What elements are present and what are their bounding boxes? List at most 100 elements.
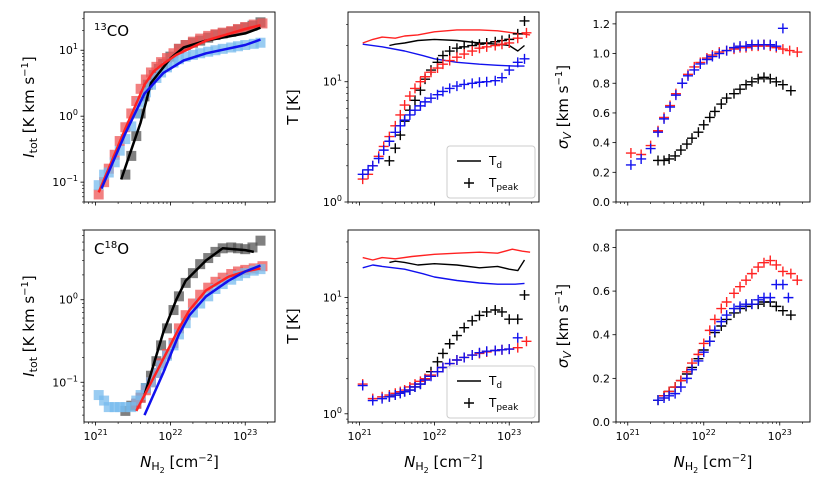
x-label-unit-close: ] — [477, 453, 483, 471]
data-square-red-squares-18 — [195, 33, 206, 44]
data-plus-t-peak-black-1 — [390, 143, 401, 154]
x-axis-label: NH2 [cm−2] — [404, 453, 483, 475]
x-axis: 1021 1022 1023 — [83, 422, 269, 443]
plot-area — [93, 235, 268, 416]
data-square-red-squares-0 — [93, 189, 104, 200]
data-plus-red-20 — [777, 266, 788, 277]
data-plus-blue-5 — [681, 373, 692, 384]
data-square-blue-squares-17 — [187, 49, 198, 60]
data-square-red-squares-21 — [217, 27, 228, 38]
data-plus-blue-21 — [765, 39, 776, 50]
data-plus-t-peak-red-9 — [404, 91, 415, 102]
x-axis-label: NH2 [cm−2] — [674, 453, 753, 475]
data-plus-black-1 — [659, 155, 670, 166]
x-label-exponent: −2 — [732, 453, 747, 464]
series-line-t-d-black — [389, 38, 525, 52]
data-plus-t-peak-blue-21 — [481, 76, 492, 87]
data-plus-t-peak-black-12 — [451, 330, 462, 341]
legend-label: Tpeak — [488, 396, 519, 413]
data-plus-t-peak-blue-22 — [504, 344, 515, 355]
data-plus-blue-23 — [777, 23, 788, 34]
x-label-subscript-2: 2 — [424, 466, 429, 475]
data-square-blue-squares-18 — [195, 48, 206, 59]
data-plus-t-peak-blue-11 — [425, 371, 436, 382]
data-plus-black-22 — [785, 85, 796, 96]
data-plus-black-13 — [729, 88, 740, 99]
series-line-t-d-red — [362, 248, 531, 261]
y-tick-text: 1.0 — [593, 48, 611, 61]
data-plus-blue-19 — [765, 292, 776, 303]
data-plus-blue-0 — [653, 395, 664, 406]
y-tick-exponent: 0 — [73, 292, 78, 301]
y-axis-label: Itot [K km s−1] — [20, 56, 40, 158]
data-plus-t-peak-red-18 — [459, 49, 470, 60]
y-tick-base: 10 — [323, 291, 337, 304]
data-plus-t-peak-black-11 — [444, 338, 455, 349]
data-plus-red-21 — [785, 268, 796, 279]
y-tick-base: 10 — [59, 44, 73, 57]
data-square-blue-squares-16 — [180, 51, 191, 62]
data-plus-t-peak-blue-19 — [467, 78, 478, 89]
y-tick-exponent: 1 — [337, 289, 342, 298]
legend-label-main: T — [488, 396, 497, 410]
series-line-black-fit — [143, 247, 255, 396]
x-tick-base: 10 — [158, 430, 172, 443]
data-plus-black-12 — [721, 93, 732, 104]
data-plus-red-24 — [784, 45, 795, 56]
plot-area — [625, 23, 803, 170]
data-plus-black-7 — [693, 127, 704, 138]
y-tick-label: 10−1 — [52, 174, 78, 189]
data-square-black-squares-0 — [120, 169, 131, 180]
data-plus-black-14 — [735, 84, 746, 95]
data-plus-t-peak-black-19 — [504, 314, 515, 325]
y-label-exponent: −1 — [554, 71, 565, 86]
x-tick-exponent: 21 — [97, 428, 107, 437]
legend-label-sub: peak — [496, 403, 519, 413]
data-plus-t-peak-blue-6 — [390, 127, 401, 138]
data-plus-black-17 — [753, 73, 764, 84]
y-tick-label: 101 — [323, 289, 342, 304]
data-plus-t-peak-blue-13 — [437, 362, 448, 373]
data-plus-t-peak-blue-8 — [399, 115, 410, 126]
y-tick-exponent: 0 — [337, 406, 342, 415]
data-plus-t-peak-blue-17 — [451, 81, 462, 92]
data-square-blue-squares-0 — [93, 390, 104, 401]
data-plus-t-peak-red-20 — [474, 43, 485, 54]
y-tick-label: 0.0 — [593, 196, 611, 209]
data-square-red-squares-8 — [135, 83, 146, 94]
data-plus-blue-10 — [695, 58, 706, 69]
data-plus-blue-9 — [689, 64, 700, 75]
data-plus-blue-22 — [783, 292, 794, 303]
y-label-symbol: I — [20, 153, 38, 158]
data-plus-t-peak-red-14 — [432, 63, 443, 74]
series-line-blue-fit — [100, 38, 261, 189]
data-plus-red-13 — [735, 281, 746, 292]
x-tick-exponent: 22 — [172, 428, 182, 437]
data-plus-t-peak-black-5 — [409, 95, 420, 106]
data-plus-blue-10 — [709, 325, 720, 336]
data-plus-black-2 — [664, 153, 675, 164]
y-label-text: T [K] — [284, 308, 302, 344]
data-plus-red-10 — [716, 303, 727, 314]
y-tick-label: 0.8 — [593, 241, 611, 254]
y-tick-label: 1.0 — [593, 48, 611, 61]
y-tick-label: 100 — [323, 406, 342, 421]
data-square-black-squares-8 — [161, 323, 172, 334]
plot-area — [93, 17, 268, 200]
data-plus-blue-21 — [777, 279, 788, 290]
data-plus-blue-14 — [735, 301, 746, 312]
y-label-unit-close: ] — [554, 284, 572, 290]
data-square-black-squares-13 — [195, 259, 206, 270]
data-plus-t-peak-blue-9 — [404, 109, 415, 120]
data-plus-t-peak-black-6 — [415, 85, 426, 96]
axes-frame — [615, 11, 811, 203]
data-plus-red-25 — [792, 47, 803, 58]
y-axis-label: T [K] — [284, 308, 302, 344]
data-plus-t-peak-black-12 — [451, 43, 462, 54]
x-tick-base: 10 — [422, 430, 436, 443]
data-plus-t-peak-blue-17 — [467, 350, 478, 361]
